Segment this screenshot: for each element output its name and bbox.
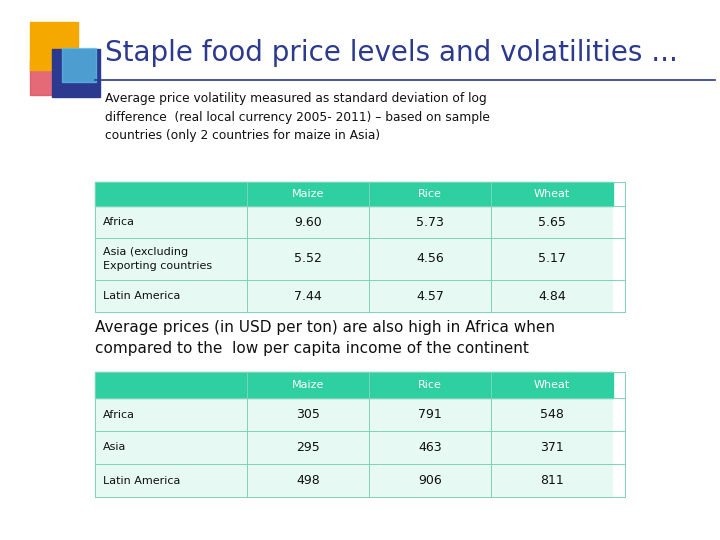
Text: Latin America: Latin America	[103, 476, 181, 485]
Bar	[369, 238, 491, 280]
Bar	[491, 372, 613, 398]
Text: 906: 906	[418, 474, 442, 487]
Bar	[95, 238, 247, 280]
Bar	[369, 372, 491, 398]
Text: Africa: Africa	[103, 217, 135, 227]
Bar	[95, 280, 247, 312]
Text: Average prices (in USD per ton) are also high in Africa when
compared to the  lo: Average prices (in USD per ton) are also…	[95, 320, 555, 356]
Text: Maize: Maize	[292, 380, 324, 390]
Bar	[95, 182, 247, 206]
Text: Wheat: Wheat	[534, 380, 570, 390]
Bar	[95, 398, 247, 431]
Text: 811: 811	[540, 474, 564, 487]
Bar	[491, 182, 613, 206]
Text: 498: 498	[296, 474, 320, 487]
Bar	[491, 206, 613, 238]
Text: 9.60: 9.60	[294, 215, 322, 228]
Bar	[491, 431, 613, 464]
Bar	[369, 182, 491, 206]
Bar	[247, 182, 369, 206]
Text: Rice: Rice	[418, 189, 442, 199]
Bar	[247, 398, 369, 431]
Bar	[95, 372, 247, 398]
Bar	[369, 206, 491, 238]
Bar	[30, 59, 66, 95]
Bar	[491, 398, 613, 431]
Text: 791: 791	[418, 408, 442, 421]
Bar	[95, 206, 247, 238]
Text: 5.17: 5.17	[538, 253, 566, 266]
Bar	[95, 431, 247, 464]
Bar	[247, 372, 369, 398]
Bar	[491, 280, 613, 312]
Bar	[369, 280, 491, 312]
Text: 548: 548	[540, 408, 564, 421]
Bar	[369, 398, 491, 431]
Bar	[62, 48, 96, 82]
Text: Maize: Maize	[292, 189, 324, 199]
Bar	[247, 464, 369, 497]
Bar	[30, 22, 78, 70]
Text: Staple food price levels and volatilities ...: Staple food price levels and volatilitie…	[105, 39, 678, 67]
Text: 4.57: 4.57	[416, 289, 444, 302]
Text: 295: 295	[296, 441, 320, 454]
Bar	[369, 464, 491, 497]
Bar	[247, 431, 369, 464]
Bar	[52, 49, 100, 97]
Text: 371: 371	[540, 441, 564, 454]
Text: Wheat: Wheat	[534, 189, 570, 199]
Text: 4.56: 4.56	[416, 253, 444, 266]
Text: 305: 305	[296, 408, 320, 421]
Text: Africa: Africa	[103, 409, 135, 420]
Bar	[491, 464, 613, 497]
Bar	[369, 431, 491, 464]
Text: 5.65: 5.65	[538, 215, 566, 228]
Text: 463: 463	[418, 441, 442, 454]
Bar	[491, 238, 613, 280]
Text: 5.73: 5.73	[416, 215, 444, 228]
Text: 4.84: 4.84	[538, 289, 566, 302]
Text: Asia (excluding: Asia (excluding	[103, 247, 188, 257]
Text: 7.44: 7.44	[294, 289, 322, 302]
Text: 5.52: 5.52	[294, 253, 322, 266]
Text: Rice: Rice	[418, 380, 442, 390]
Text: Exporting countries: Exporting countries	[103, 261, 212, 271]
Bar	[247, 206, 369, 238]
Text: Asia: Asia	[103, 442, 127, 453]
Text: Average price volatility measured as standard deviation of log
difference  (real: Average price volatility measured as sta…	[105, 92, 490, 142]
Bar	[95, 464, 247, 497]
Bar	[247, 280, 369, 312]
Bar	[247, 238, 369, 280]
Text: Latin America: Latin America	[103, 291, 181, 301]
